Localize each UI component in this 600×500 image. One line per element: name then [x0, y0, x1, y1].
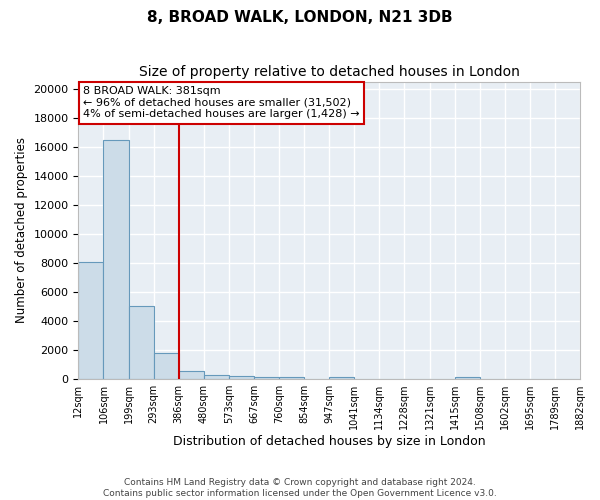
Bar	[103, 140, 128, 378]
Text: Contains HM Land Registry data © Crown copyright and database right 2024.
Contai: Contains HM Land Registry data © Crown c…	[103, 478, 497, 498]
Y-axis label: Number of detached properties: Number of detached properties	[15, 137, 28, 323]
Text: 8, BROAD WALK, LONDON, N21 3DB: 8, BROAD WALK, LONDON, N21 3DB	[147, 10, 453, 25]
Bar	[128, 306, 154, 378]
Bar	[179, 372, 204, 378]
Bar	[229, 376, 254, 378]
Bar	[154, 352, 179, 378]
Text: 8 BROAD WALK: 381sqm
← 96% of detached houses are smaller (31,502)
4% of semi-de: 8 BROAD WALK: 381sqm ← 96% of detached h…	[83, 86, 360, 119]
Title: Size of property relative to detached houses in London: Size of property relative to detached ho…	[139, 65, 520, 79]
Bar	[79, 262, 103, 378]
Bar	[204, 376, 229, 378]
X-axis label: Distribution of detached houses by size in London: Distribution of detached houses by size …	[173, 434, 485, 448]
Bar	[254, 377, 279, 378]
